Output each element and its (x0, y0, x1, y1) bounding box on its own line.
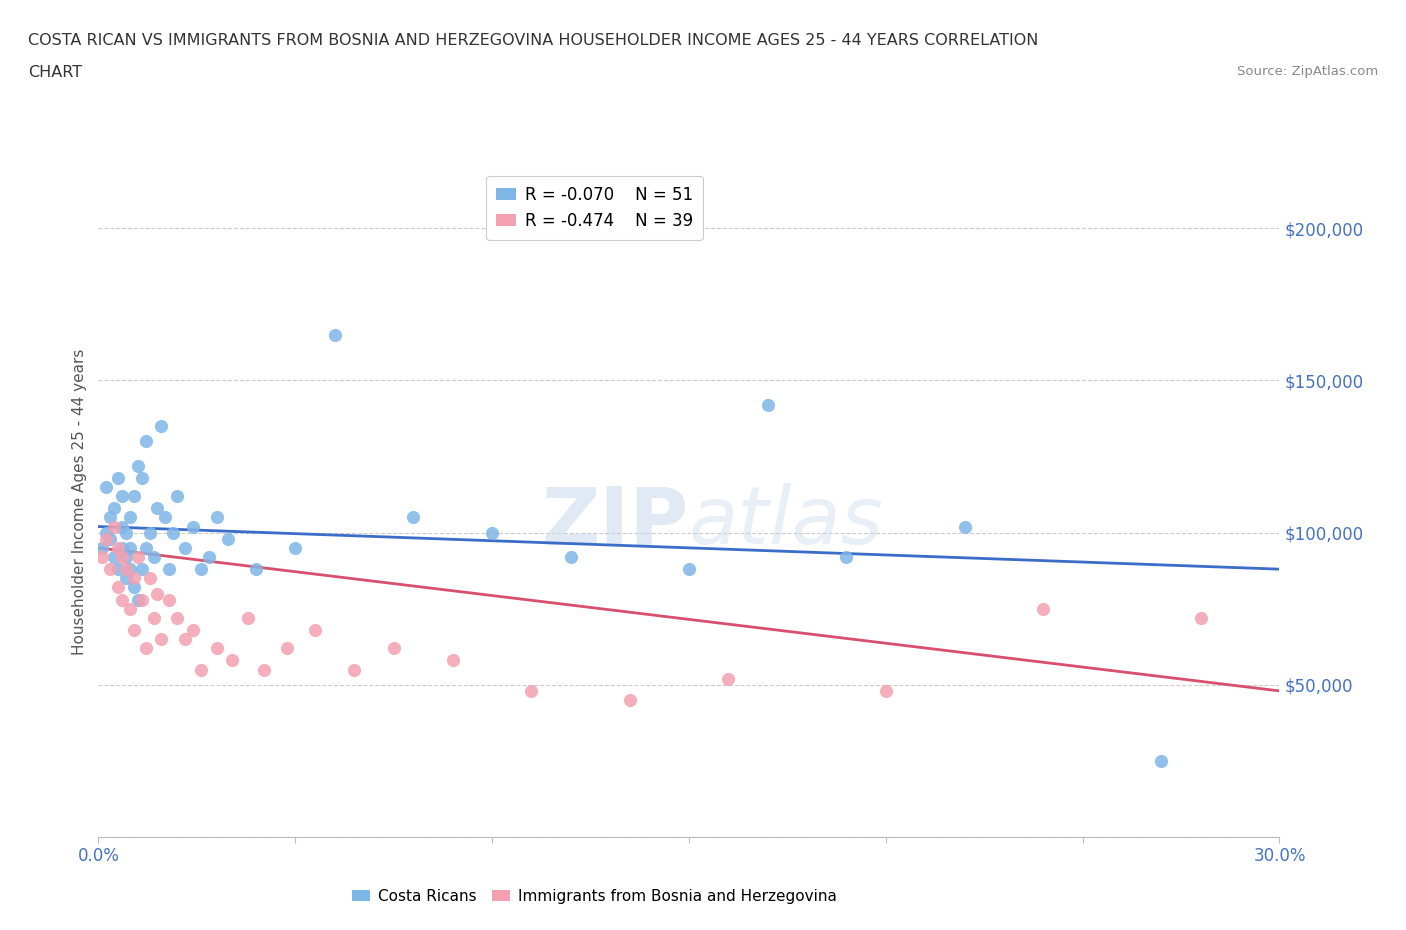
Point (98, 562, 121, 577)
Point (103, 550, 125, 565)
Point (115, 571, 138, 586)
Point (245, 562, 267, 577)
Point (131, 471, 153, 485)
Point (560, 550, 582, 565)
Point (181, 519, 204, 534)
Point (96, 525, 118, 540)
Point (127, 592, 149, 607)
Point (135, 641, 157, 656)
Point (96, 480, 118, 495)
Point (135, 540, 157, 555)
Point (107, 580, 129, 595)
Point (221, 653, 243, 668)
Point (441, 653, 464, 668)
Point (98, 510, 121, 525)
Point (131, 562, 153, 577)
Point (107, 562, 129, 577)
Point (150, 418, 173, 433)
Point (142, 550, 165, 565)
Point (111, 550, 134, 565)
Point (150, 631, 173, 646)
Point (619, 693, 641, 708)
Point (284, 540, 307, 555)
Point (127, 550, 149, 565)
Point (118, 562, 141, 577)
Point (174, 540, 197, 555)
Point (756, 397, 779, 412)
Point (103, 519, 125, 534)
Point (304, 622, 326, 637)
Point (181, 622, 204, 637)
Text: Source: ZipAtlas.com: Source: ZipAtlas.com (1237, 65, 1378, 78)
Point (138, 571, 160, 586)
Point (217, 531, 239, 546)
Point (111, 519, 134, 534)
Legend: Costa Ricans, Immigrants from Bosnia and Herzegovina: Costa Ricans, Immigrants from Bosnia and… (346, 883, 844, 910)
Point (122, 580, 145, 595)
Point (115, 525, 138, 540)
Point (111, 540, 134, 555)
Point (111, 592, 134, 607)
Point (118, 540, 141, 555)
Point (678, 562, 700, 577)
Point (103, 501, 125, 516)
Point (107, 471, 129, 485)
Point (131, 592, 153, 607)
Point (98, 531, 121, 546)
Point (91, 540, 114, 555)
Point (91, 550, 114, 565)
Point (118, 510, 141, 525)
Point (1189, 610, 1212, 625)
Point (166, 488, 188, 503)
Point (111, 488, 134, 503)
Point (122, 571, 145, 586)
Point (382, 641, 405, 656)
Point (107, 540, 129, 555)
Text: atlas: atlas (689, 484, 884, 562)
Point (122, 488, 145, 503)
Point (1032, 602, 1054, 617)
Point (146, 501, 169, 516)
Point (343, 662, 366, 677)
Point (115, 550, 138, 565)
Point (253, 662, 276, 677)
Point (155, 510, 177, 525)
Point (276, 641, 298, 656)
Point (96, 531, 118, 546)
Point (197, 550, 219, 565)
Point (138, 525, 160, 540)
Point (115, 562, 138, 577)
Point (481, 525, 503, 540)
Point (953, 519, 976, 534)
Point (205, 641, 228, 656)
Y-axis label: Householder Income Ages 25 - 44 years: Householder Income Ages 25 - 44 years (72, 349, 87, 656)
Point (520, 684, 543, 698)
Text: COSTA RICAN VS IMMIGRANTS FROM BOSNIA AND HERZEGOVINA HOUSEHOLDER INCOME AGES 25: COSTA RICAN VS IMMIGRANTS FROM BOSNIA AN… (28, 33, 1039, 47)
Point (205, 510, 228, 525)
Point (236, 610, 259, 625)
Point (323, 327, 346, 342)
Point (174, 631, 197, 646)
Point (122, 622, 145, 637)
Point (118, 602, 141, 617)
Point (717, 671, 740, 686)
Point (835, 550, 858, 565)
Text: ZIP: ZIP (541, 484, 689, 562)
Point (166, 610, 188, 625)
Point (146, 586, 169, 601)
Point (162, 525, 184, 540)
Text: CHART: CHART (28, 65, 82, 80)
Point (135, 434, 157, 449)
Point (875, 684, 897, 698)
Point (157, 562, 180, 577)
Point (157, 592, 180, 607)
Point (190, 562, 212, 577)
Point (402, 510, 425, 525)
Point (142, 610, 165, 625)
Point (1150, 753, 1173, 768)
Point (127, 458, 149, 473)
Point (190, 662, 212, 677)
